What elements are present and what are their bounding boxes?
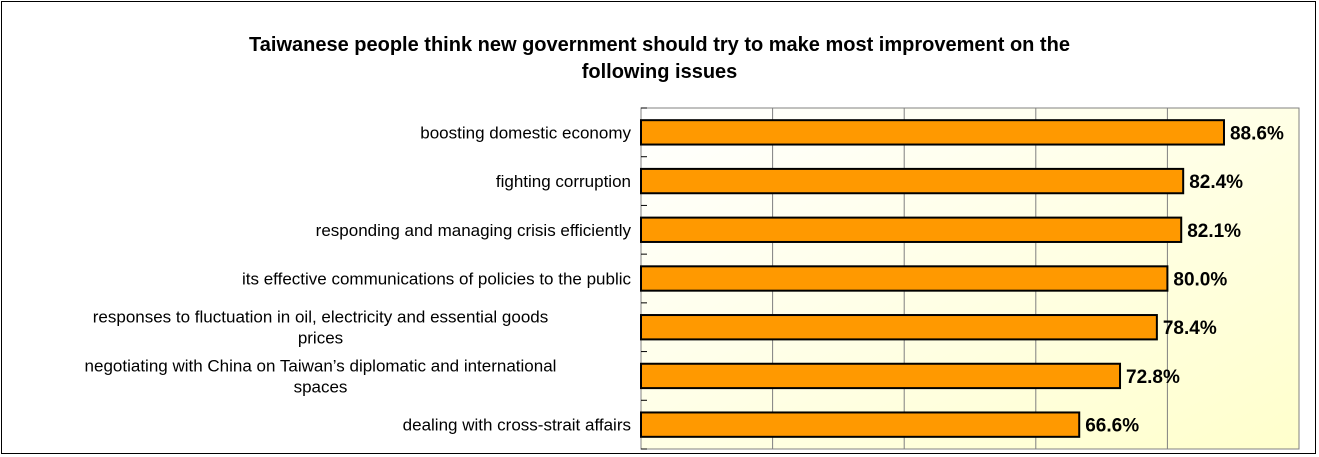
bar — [640, 362, 1122, 390]
value-label: 82.4% — [1189, 172, 1243, 193]
category-labels: boosting domestic economy fighting corrup… — [85, 123, 632, 434]
category-label: prices — [298, 329, 343, 348]
category-label: negotiating with China on Taiwan’s diplo… — [85, 356, 557, 375]
bar — [640, 167, 1185, 195]
category-label: fighting corruption — [496, 172, 631, 191]
bar — [640, 265, 1169, 292]
category-label: responding and managing crisis efficient… — [316, 221, 632, 240]
category-label: responses to fluctuation in oil, electri… — [93, 308, 548, 327]
value-label: 66.6% — [1085, 416, 1139, 437]
category-label: its effective communications of policies… — [242, 270, 631, 289]
value-label: 88.6% — [1230, 123, 1284, 144]
bar — [640, 314, 1158, 341]
chart-title: Taiwanese people think new government sh… — [249, 34, 1070, 83]
category-label: dealing with cross-strait affairs — [403, 416, 631, 435]
bar — [640, 216, 1183, 243]
category-ticks — [641, 107, 647, 450]
value-label: 82.1% — [1187, 221, 1241, 242]
value-label: 78.4% — [1163, 318, 1217, 339]
bars — [640, 119, 1225, 438]
value-labels: 88.6% 82.4% 82.1% 80.0% 78.4% 72.8% 66.6% — [1085, 123, 1284, 436]
bar — [640, 411, 1081, 438]
value-label: 80.0% — [1173, 270, 1227, 291]
value-label: 72.8% — [1126, 367, 1180, 388]
category-label: spaces — [294, 377, 348, 396]
bar — [640, 119, 1225, 146]
category-label: boosting domestic economy — [420, 123, 631, 142]
